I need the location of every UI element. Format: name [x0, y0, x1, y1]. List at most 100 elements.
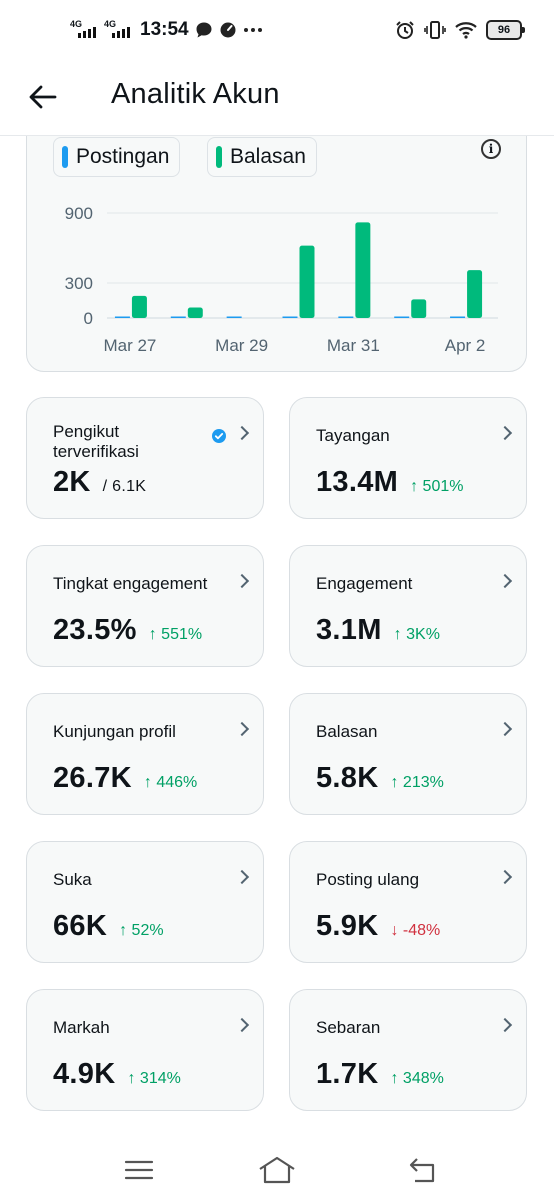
metric-delta: ↑ 551%	[148, 626, 203, 643]
chevron-right-icon	[497, 425, 513, 441]
metric-label: Kunjungan profil	[53, 722, 176, 741]
metric-value-row: 1.7K ↑ 348%	[316, 1058, 444, 1091]
x-tick-label: Apr 2	[445, 336, 486, 355]
metric-card[interactable]: Markah 4.9K ↑ 314%	[26, 989, 264, 1111]
metric-value-row: 3.1M ↑ 3K%	[316, 614, 440, 647]
activity-bar-chart: 900 300 0 Mar 27 Mar 29 Mar 31 Apr 2	[65, 204, 498, 355]
metric-card[interactable]: Engagement 3.1M ↑ 3K%	[289, 545, 527, 667]
clock: 13:54	[140, 19, 189, 40]
metric-delta: ↓ -48%	[390, 922, 441, 939]
metric-delta: ↑ 348%	[390, 1070, 444, 1087]
back-button[interactable]	[26, 80, 60, 114]
legend-item-balasan[interactable]: Balasan	[207, 137, 317, 177]
metric-label: Balasan	[316, 722, 378, 741]
status-bar: 4G 4G 13:54 96	[0, 0, 554, 62]
vibrate-icon	[424, 21, 446, 39]
menu-lines-icon	[124, 1160, 154, 1180]
metric-delta: ↑ 314%	[127, 1070, 181, 1087]
metric-value: 5.8K	[316, 762, 379, 794]
bar-postingan[interactable]	[226, 316, 242, 319]
x-tick-label: Mar 27	[103, 336, 156, 355]
metric-delta: ↑ 446%	[143, 774, 198, 791]
metric-delta: ↑ 3K%	[393, 626, 440, 643]
y-tick-label: 900	[65, 204, 93, 223]
y-tick-label: 300	[65, 274, 93, 293]
metric-label: Pengikut terverifikasi	[53, 422, 139, 461]
metric-value-row: 13.4M ↑ 501%	[316, 466, 463, 499]
metric-label: Posting ulang	[316, 870, 420, 889]
activity-chart-card: 900 300 0 Mar 27 Mar 29 Mar 31 Apr 2 Postingan…	[26, 110, 527, 372]
metric-card[interactable]: Suka 66K ↑ 52%	[26, 841, 264, 963]
chevron-right-icon	[234, 1017, 250, 1033]
bar-postingan[interactable]	[394, 316, 410, 319]
metric-value: 66K	[53, 910, 108, 942]
legend-item-postingan[interactable]: Postingan	[53, 137, 181, 177]
metric-value-row: 26.7K ↑ 446%	[53, 762, 197, 795]
metric-value-row: 4.9K ↑ 314%	[53, 1058, 181, 1091]
metric-card[interactable]: Sebaran 1.7K ↑ 348%	[289, 989, 527, 1111]
metric-label: Markah	[53, 1018, 110, 1037]
bar-balasan[interactable]	[131, 295, 147, 318]
bar-postingan[interactable]	[338, 316, 354, 319]
metric-card[interactable]: Pengikut terverifikasi 2K / 6.1K	[26, 397, 264, 519]
bar-postingan[interactable]	[450, 316, 466, 319]
battery-indicator: 96	[486, 20, 525, 40]
bar-balasan[interactable]	[467, 270, 483, 318]
wifi-icon	[455, 22, 477, 39]
back-nav-button[interactable]	[402, 1152, 442, 1188]
x-tick-label: Mar 31	[327, 336, 380, 355]
status-bar-right: 96	[395, 20, 525, 40]
legend-swatch-balasan	[216, 146, 222, 168]
metric-card[interactable]: Kunjungan profil 26.7K ↑ 446%	[26, 693, 264, 815]
metric-value-row: 5.8K ↑ 213%	[316, 762, 444, 795]
bar-balasan[interactable]	[355, 222, 371, 318]
metric-card[interactable]: Tayangan 13.4M ↑ 501%	[289, 397, 527, 519]
metric-value: 23.5%	[53, 614, 137, 646]
metric-value-row: 66K ↑ 52%	[53, 910, 164, 943]
legend-label-postingan: Postingan	[76, 145, 170, 168]
bar-balasan[interactable]	[299, 245, 315, 318]
metric-value: 2K	[53, 466, 91, 498]
metric-card[interactable]: Balasan 5.8K ↑ 213%	[289, 693, 527, 815]
chevron-right-icon	[234, 425, 250, 441]
legend-label-balasan: Balasan	[230, 145, 306, 168]
metric-value: 1.7K	[316, 1058, 379, 1090]
metric-label: Tayangan	[316, 426, 390, 445]
metric-value-row: 5.9K ↓ -48%	[316, 910, 440, 943]
chevron-right-icon	[234, 869, 250, 885]
metric-delta: ↑ 501%	[410, 478, 464, 495]
system-nav-bar	[0, 1140, 554, 1200]
metric-label: Sebaran	[316, 1018, 381, 1037]
chat-bubble-icon	[196, 22, 212, 38]
metric-label: Engagement	[316, 574, 413, 593]
info-icon[interactable]: i	[481, 139, 501, 159]
bar-postingan[interactable]	[282, 316, 298, 319]
metric-delta: ↑ 213%	[390, 774, 444, 791]
metric-value-row: 2K / 6.1K	[53, 466, 146, 499]
metric-card[interactable]: Tingkat engagement 23.5% ↑ 551%	[26, 545, 264, 667]
metric-card[interactable]: Posting ulang 5.9K ↓ -48%	[289, 841, 527, 963]
chevron-right-icon	[234, 721, 250, 737]
page-title: Analitik Akun	[111, 78, 280, 110]
bar-postingan[interactable]	[114, 316, 130, 319]
bar-balasan[interactable]	[187, 307, 203, 319]
metric-value-row: 23.5% ↑ 551%	[53, 614, 202, 647]
alarm-icon	[396, 21, 414, 39]
bar-postingan[interactable]	[170, 316, 186, 319]
bar-balasan[interactable]	[411, 299, 427, 318]
metric-label: Tingkat engagement	[53, 574, 208, 593]
recent-apps-button[interactable]	[119, 1152, 159, 1188]
metric-label: Suka	[53, 870, 92, 889]
chevron-right-icon	[497, 721, 513, 737]
chevron-right-icon	[497, 573, 513, 589]
verified-badge-icon	[212, 429, 226, 443]
y-tick-label: 0	[84, 309, 93, 328]
home-button[interactable]	[257, 1152, 297, 1188]
chevron-right-icon	[497, 1017, 513, 1033]
metric-value: 3.1M	[316, 614, 382, 646]
metric-value: 5.9K	[316, 910, 379, 942]
metric-total: / 6.1K	[102, 478, 147, 495]
metric-value: 13.4M	[316, 466, 399, 498]
speed-icon	[220, 22, 236, 38]
more-dots-icon	[243, 28, 262, 32]
